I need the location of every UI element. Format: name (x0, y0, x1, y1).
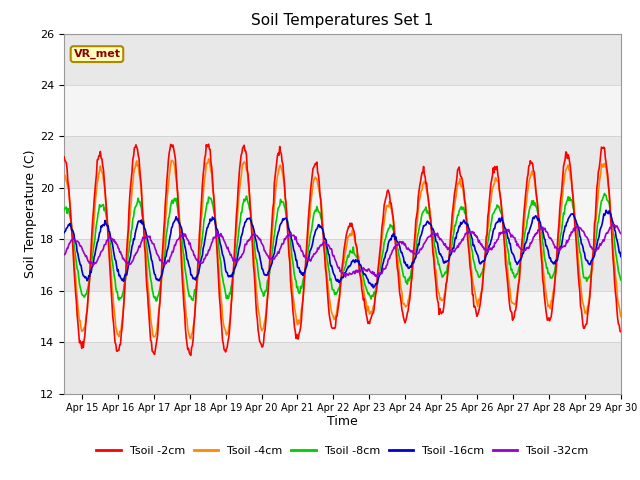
Title: Soil Temperatures Set 1: Soil Temperatures Set 1 (252, 13, 433, 28)
Bar (64, 291, 621, 342)
Y-axis label: Soil Temperature (C): Soil Temperature (C) (24, 149, 37, 278)
Bar (64, 240, 621, 291)
Bar (64, 136, 621, 188)
Legend: Tsoil -2cm, Tsoil -4cm, Tsoil -8cm, Tsoil -16cm, Tsoil -32cm: Tsoil -2cm, Tsoil -4cm, Tsoil -8cm, Tsoi… (92, 441, 593, 460)
Bar (64, 342, 621, 394)
X-axis label: Time: Time (327, 415, 358, 428)
Bar (64, 188, 621, 240)
Bar (64, 85, 621, 136)
Bar (64, 34, 621, 85)
Text: VR_met: VR_met (74, 49, 120, 59)
